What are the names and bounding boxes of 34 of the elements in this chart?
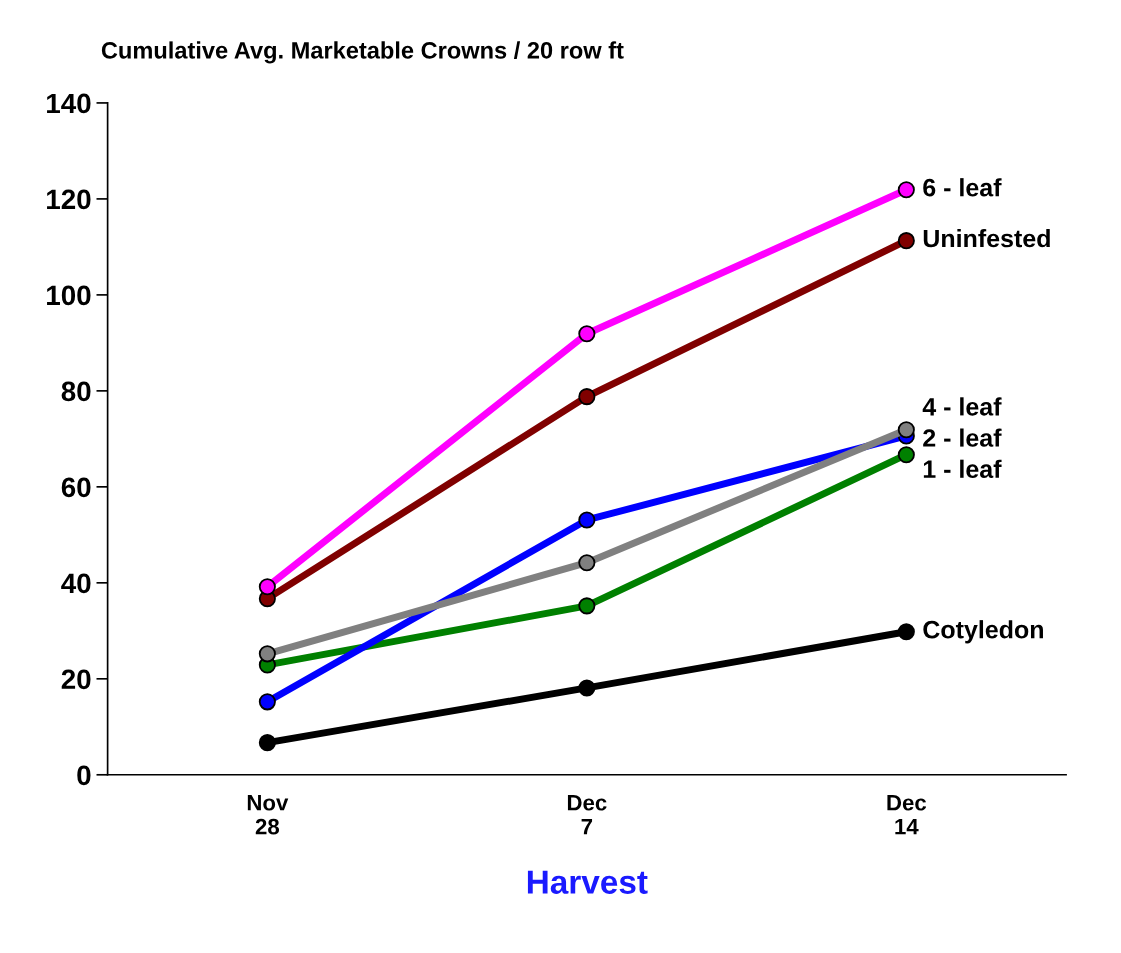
y-tick-label: 140 (47, 93, 91, 114)
point (578, 511, 596, 529)
point (897, 421, 915, 439)
point (578, 679, 596, 697)
y-tick-label: 40 (61, 573, 91, 594)
series-label: 4 - leaf (922, 397, 1002, 416)
point (897, 232, 915, 250)
point (578, 325, 596, 343)
x-axis-title: Harvest (527, 870, 648, 894)
point (258, 578, 276, 596)
chart-title: Cumulative Avg. Marketable Crowns / 20 row ft (101, 41, 624, 64)
point (258, 734, 276, 752)
y-tick-label: 0 (77, 765, 91, 786)
point (897, 446, 915, 464)
series-label: 1 - leaf (923, 459, 1002, 479)
point (578, 554, 596, 572)
y-tick-label: 20 (61, 669, 91, 690)
x-tick-label: Nov 28 (247, 795, 289, 835)
series-label: Cotyledon (923, 620, 1043, 644)
y-tick-label: 80 (61, 381, 91, 402)
series-label: 2 - leaf (923, 428, 1002, 447)
point (897, 181, 915, 199)
point (258, 645, 276, 663)
x-tick-label: Dec 7 (567, 795, 607, 835)
y-tick-label: 60 (61, 477, 91, 498)
x-tick-label: Dec 14 (887, 795, 927, 835)
point (578, 388, 596, 406)
series-label: Uninfested (923, 229, 1050, 248)
series-label: 6 - leaf (923, 178, 1002, 197)
point (258, 693, 276, 711)
y-tick-label: 100 (47, 285, 91, 306)
y-tick-label: 120 (47, 189, 91, 210)
point (897, 623, 915, 641)
point (578, 597, 596, 615)
